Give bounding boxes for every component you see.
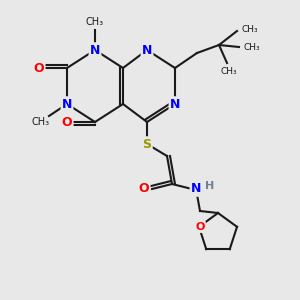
Text: N: N xyxy=(142,44,152,56)
Text: N: N xyxy=(90,44,100,56)
Text: CH₃: CH₃ xyxy=(32,117,50,127)
Text: N: N xyxy=(62,98,72,110)
Text: O: O xyxy=(195,222,205,232)
Text: CH₃: CH₃ xyxy=(241,25,258,34)
Text: H: H xyxy=(206,181,214,191)
Text: N: N xyxy=(170,98,180,110)
Text: N: N xyxy=(191,182,201,196)
Text: CH₃: CH₃ xyxy=(243,43,260,52)
Text: O: O xyxy=(139,182,149,196)
Text: CH₃: CH₃ xyxy=(221,67,237,76)
Text: O: O xyxy=(34,61,44,74)
Text: S: S xyxy=(142,137,152,151)
Text: CH₃: CH₃ xyxy=(86,17,104,27)
Text: O: O xyxy=(62,116,72,128)
